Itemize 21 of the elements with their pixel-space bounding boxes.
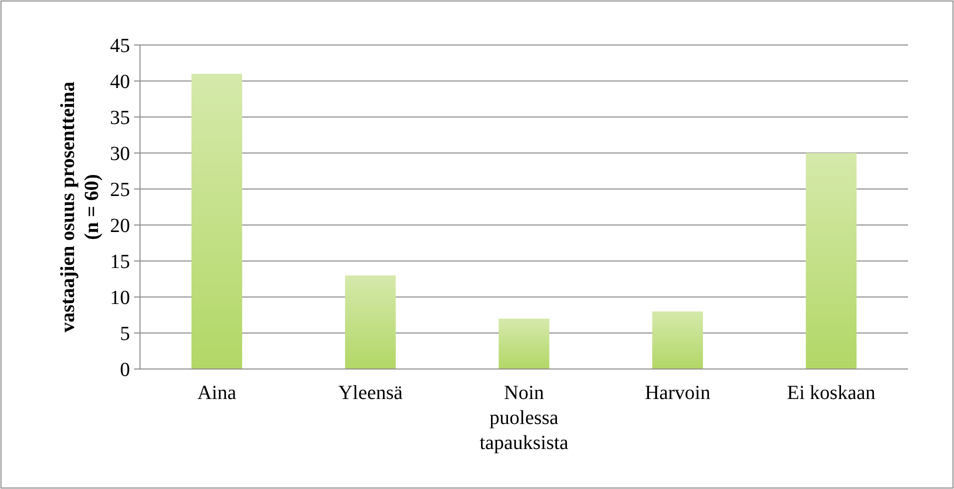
bar	[806, 153, 857, 369]
x-tick-label: Ei koskaan	[787, 382, 876, 404]
y-tick-label: 30	[110, 143, 130, 165]
x-tick-label: Aina	[197, 382, 236, 404]
y-tick-label: 5	[120, 323, 130, 345]
y-tick-label: 20	[110, 215, 130, 237]
bar	[191, 74, 242, 369]
x-tick-label: Noin puolessa tapauksista	[480, 382, 569, 454]
y-axis-title: vastaajien osuus prosentteina (n = 60)	[57, 82, 103, 332]
y-tick-label: 40	[110, 71, 130, 93]
y-tick-label: 15	[110, 251, 130, 273]
bar	[652, 311, 703, 369]
bar	[498, 318, 550, 369]
y-tick-label: 10	[110, 287, 130, 309]
y-tick-label: 0	[120, 359, 130, 381]
x-tick-label: Yleensä	[338, 382, 403, 404]
y-tick-label: 25	[110, 179, 130, 201]
bar	[345, 275, 396, 369]
y-tick-label: 45	[110, 35, 130, 57]
x-tick-label: Harvoin	[644, 382, 710, 404]
y-tick-label: 35	[110, 107, 130, 129]
